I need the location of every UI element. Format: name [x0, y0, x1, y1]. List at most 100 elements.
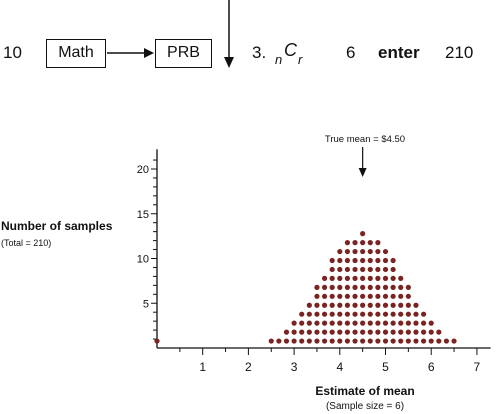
data-point — [307, 321, 312, 326]
data-point — [375, 330, 380, 335]
data-point — [314, 321, 319, 326]
data-point — [330, 285, 335, 290]
data-point — [345, 267, 350, 272]
data-point — [337, 303, 342, 308]
data-point — [398, 338, 403, 343]
data-point — [360, 330, 365, 335]
data-point — [391, 267, 396, 272]
data-point — [337, 285, 342, 290]
data-point — [368, 338, 373, 343]
data-point — [345, 321, 350, 326]
data-point — [330, 294, 335, 299]
data-point — [421, 312, 426, 317]
x-tick-label: 3 — [291, 360, 298, 374]
data-point — [360, 231, 365, 236]
data-point — [360, 338, 365, 343]
data-point — [375, 258, 380, 263]
data-point — [360, 312, 365, 317]
data-point — [314, 338, 319, 343]
data-point — [375, 240, 380, 245]
data-point — [345, 312, 350, 317]
data-point — [322, 285, 327, 290]
data-point — [337, 267, 342, 272]
data-point — [299, 321, 304, 326]
data-point — [375, 303, 380, 308]
data-point — [322, 312, 327, 317]
data-point — [398, 321, 403, 326]
data-point — [292, 338, 297, 343]
data-point — [352, 285, 357, 290]
x-tick-label: 4 — [336, 360, 343, 374]
data-point — [269, 338, 274, 343]
data-point — [391, 258, 396, 263]
data-point — [284, 330, 289, 335]
data-point — [352, 294, 357, 299]
data-point — [391, 321, 396, 326]
data-point — [398, 303, 403, 308]
data-point — [360, 303, 365, 308]
data-point — [330, 338, 335, 343]
data-point — [421, 321, 426, 326]
data-point — [429, 330, 434, 335]
data-point — [352, 276, 357, 281]
data-point — [391, 312, 396, 317]
data-point — [368, 267, 373, 272]
data-point — [375, 321, 380, 326]
data-point — [322, 330, 327, 335]
data-point — [391, 330, 396, 335]
data-point — [345, 240, 350, 245]
data-point — [383, 285, 388, 290]
data-point — [337, 330, 342, 335]
data-point — [375, 338, 380, 343]
data-point — [330, 330, 335, 335]
data-point — [337, 258, 342, 263]
data-point — [345, 294, 350, 299]
data-point — [421, 338, 426, 343]
data-point — [368, 249, 373, 254]
data-point — [352, 267, 357, 272]
data-point — [307, 338, 312, 343]
data-point — [360, 249, 365, 254]
data-point — [360, 258, 365, 263]
annotation-arrow-head — [359, 168, 367, 177]
data-point — [330, 276, 335, 281]
data-point — [307, 303, 312, 308]
data-point — [368, 312, 373, 317]
data-point — [383, 258, 388, 263]
data-point — [322, 338, 327, 343]
data-point — [436, 330, 441, 335]
data-point — [368, 330, 373, 335]
data-point — [314, 294, 319, 299]
data-point — [307, 330, 312, 335]
data-point — [322, 294, 327, 299]
data-point — [360, 285, 365, 290]
data-point — [368, 303, 373, 308]
data-point — [299, 330, 304, 335]
data-point — [406, 285, 411, 290]
data-point — [345, 249, 350, 254]
data-point — [337, 276, 342, 281]
data-point — [398, 276, 403, 281]
data-point — [391, 285, 396, 290]
data-point — [421, 330, 426, 335]
y-tick-label: 10 — [137, 254, 149, 266]
data-point — [368, 321, 373, 326]
data-point — [391, 338, 396, 343]
data-point — [299, 312, 304, 317]
data-point — [352, 303, 357, 308]
data-point — [368, 276, 373, 281]
data-point — [352, 338, 357, 343]
data-point — [314, 285, 319, 290]
data-point — [360, 321, 365, 326]
data-point — [406, 330, 411, 335]
data-point — [406, 312, 411, 317]
data-point — [451, 338, 456, 343]
data-point — [337, 312, 342, 317]
data-point — [406, 294, 411, 299]
data-point — [413, 312, 418, 317]
data-point — [345, 338, 350, 343]
data-point — [368, 285, 373, 290]
x-tick-label: 6 — [428, 360, 435, 374]
y-tick-label: 15 — [137, 209, 149, 221]
data-point — [398, 294, 403, 299]
